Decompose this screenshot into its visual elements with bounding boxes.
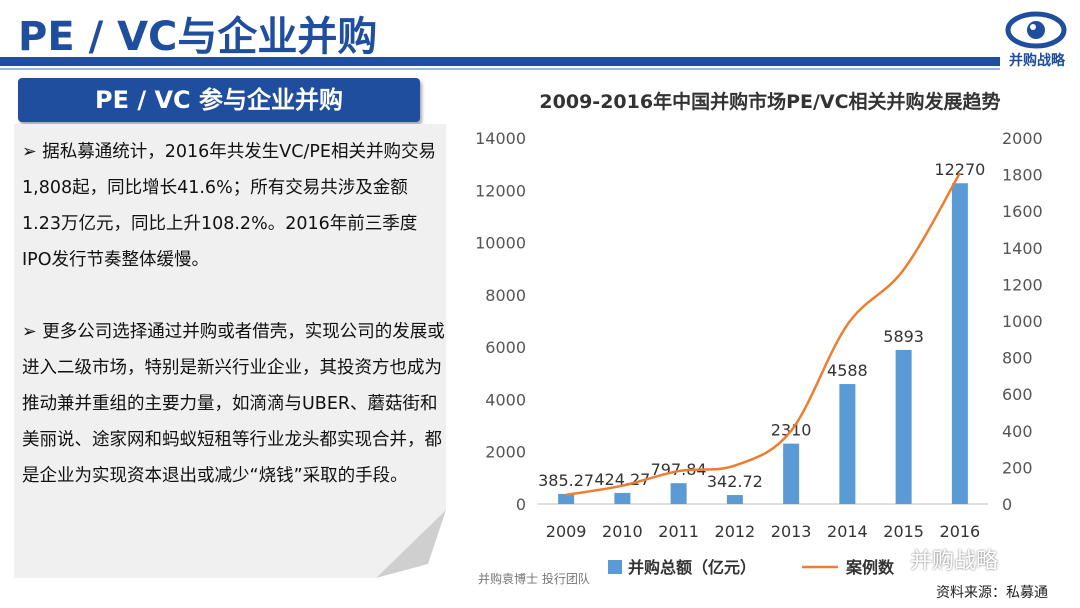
bar-value-label: 342.72	[707, 472, 763, 491]
paragraph-stats: ➢ 据私募通统计，2016年共发生VC/PE相关并购交易1,808起，同比增长4…	[22, 142, 436, 270]
y-left-tick-label: 4000	[485, 390, 526, 409]
y-right-tick-label: 400	[1002, 422, 1033, 441]
y-right-tick-label: 800	[1002, 349, 1033, 368]
y-left-tick-label: 6000	[485, 338, 526, 357]
y-right-tick-label: 2000	[1002, 129, 1043, 148]
bar-2016	[951, 183, 968, 504]
watermark: 并购战略	[910, 549, 999, 574]
y-right-tick-label: 1400	[1002, 239, 1043, 258]
legend-label-bar: 并购总额（亿元）	[628, 558, 756, 577]
x-tick-label: 2015	[883, 522, 924, 541]
bar-2009	[558, 493, 575, 504]
y-left-tick-label: 8000	[485, 286, 526, 305]
section-title: PE / VC 参与企业并购	[18, 78, 420, 122]
y-right-tick-label: 1600	[1002, 202, 1043, 221]
y-left-tick-label: 10000	[475, 234, 526, 253]
chart: 2009-2016年中国并购市场PE/VC相关并购发展趋势 0200040006…	[475, 90, 1043, 577]
y-right-tick-label: 1000	[1002, 312, 1043, 331]
bar-value-label: 4588	[827, 361, 868, 380]
y-right-tick-label: 200	[1002, 458, 1033, 477]
x-tick-label: 2010	[602, 522, 643, 541]
bar-value-label: 385.27	[538, 471, 594, 490]
footer-credit: 并购袁博士 投行团队	[478, 572, 590, 586]
source-note: 资料来源：私募通	[936, 585, 1048, 601]
x-tick-label: 2012	[715, 522, 756, 541]
y-left-tick-label: 2000	[485, 443, 526, 462]
bar-2014	[839, 384, 856, 504]
page-title: PE / VC与企业并购	[18, 14, 378, 60]
chart-title: 2009-2016年中国并购市场PE/VC相关并购发展趋势	[539, 90, 1000, 113]
y-right-tick-label: 0	[1002, 495, 1012, 514]
x-tick-label: 2014	[827, 522, 868, 541]
y-right-tick-label: 600	[1002, 385, 1033, 404]
bar-value-label: 12270	[934, 160, 985, 179]
bar-2012	[726, 495, 743, 504]
bar-value-label: 424.27	[594, 470, 650, 489]
y-right-tick-label: 1200	[1002, 275, 1043, 294]
text-panel: ➢ 据私募通统计，2016年共发生VC/PE相关并购交易1,808起，同比增长4…	[14, 124, 446, 578]
logo-label: 并购战略	[1009, 53, 1065, 69]
x-tick-label: 2016	[940, 522, 981, 541]
y-left-tick-label: 12000	[475, 181, 526, 200]
bar-2015	[895, 349, 912, 504]
legend-swatch-bar	[608, 560, 622, 574]
bar-2010	[614, 492, 631, 504]
x-tick-label: 2011	[658, 522, 699, 541]
series-line-case-count	[565, 172, 961, 497]
y-right-tick-label: 1800	[1002, 166, 1043, 185]
bar-value-label: 5893	[883, 327, 924, 346]
paragraph-trends: ➢ 更多公司选择通过并购或者借壳，实现公司的发展或进入二级市场，特别是新兴行业企…	[22, 322, 445, 486]
bar-2013	[783, 443, 800, 504]
header-divider	[0, 57, 1000, 66]
legend-label-line: 案例数	[845, 558, 895, 577]
bar-2011	[670, 483, 687, 504]
eye-logo-icon	[1005, 11, 1067, 49]
x-tick-label: 2013	[771, 522, 812, 541]
x-tick-label: 2009	[546, 522, 587, 541]
header-divider-thin	[0, 68, 1000, 70]
y-left-tick-label: 0	[516, 495, 526, 514]
page-fold-icon	[376, 510, 446, 578]
y-left-tick-label: 14000	[475, 129, 526, 148]
